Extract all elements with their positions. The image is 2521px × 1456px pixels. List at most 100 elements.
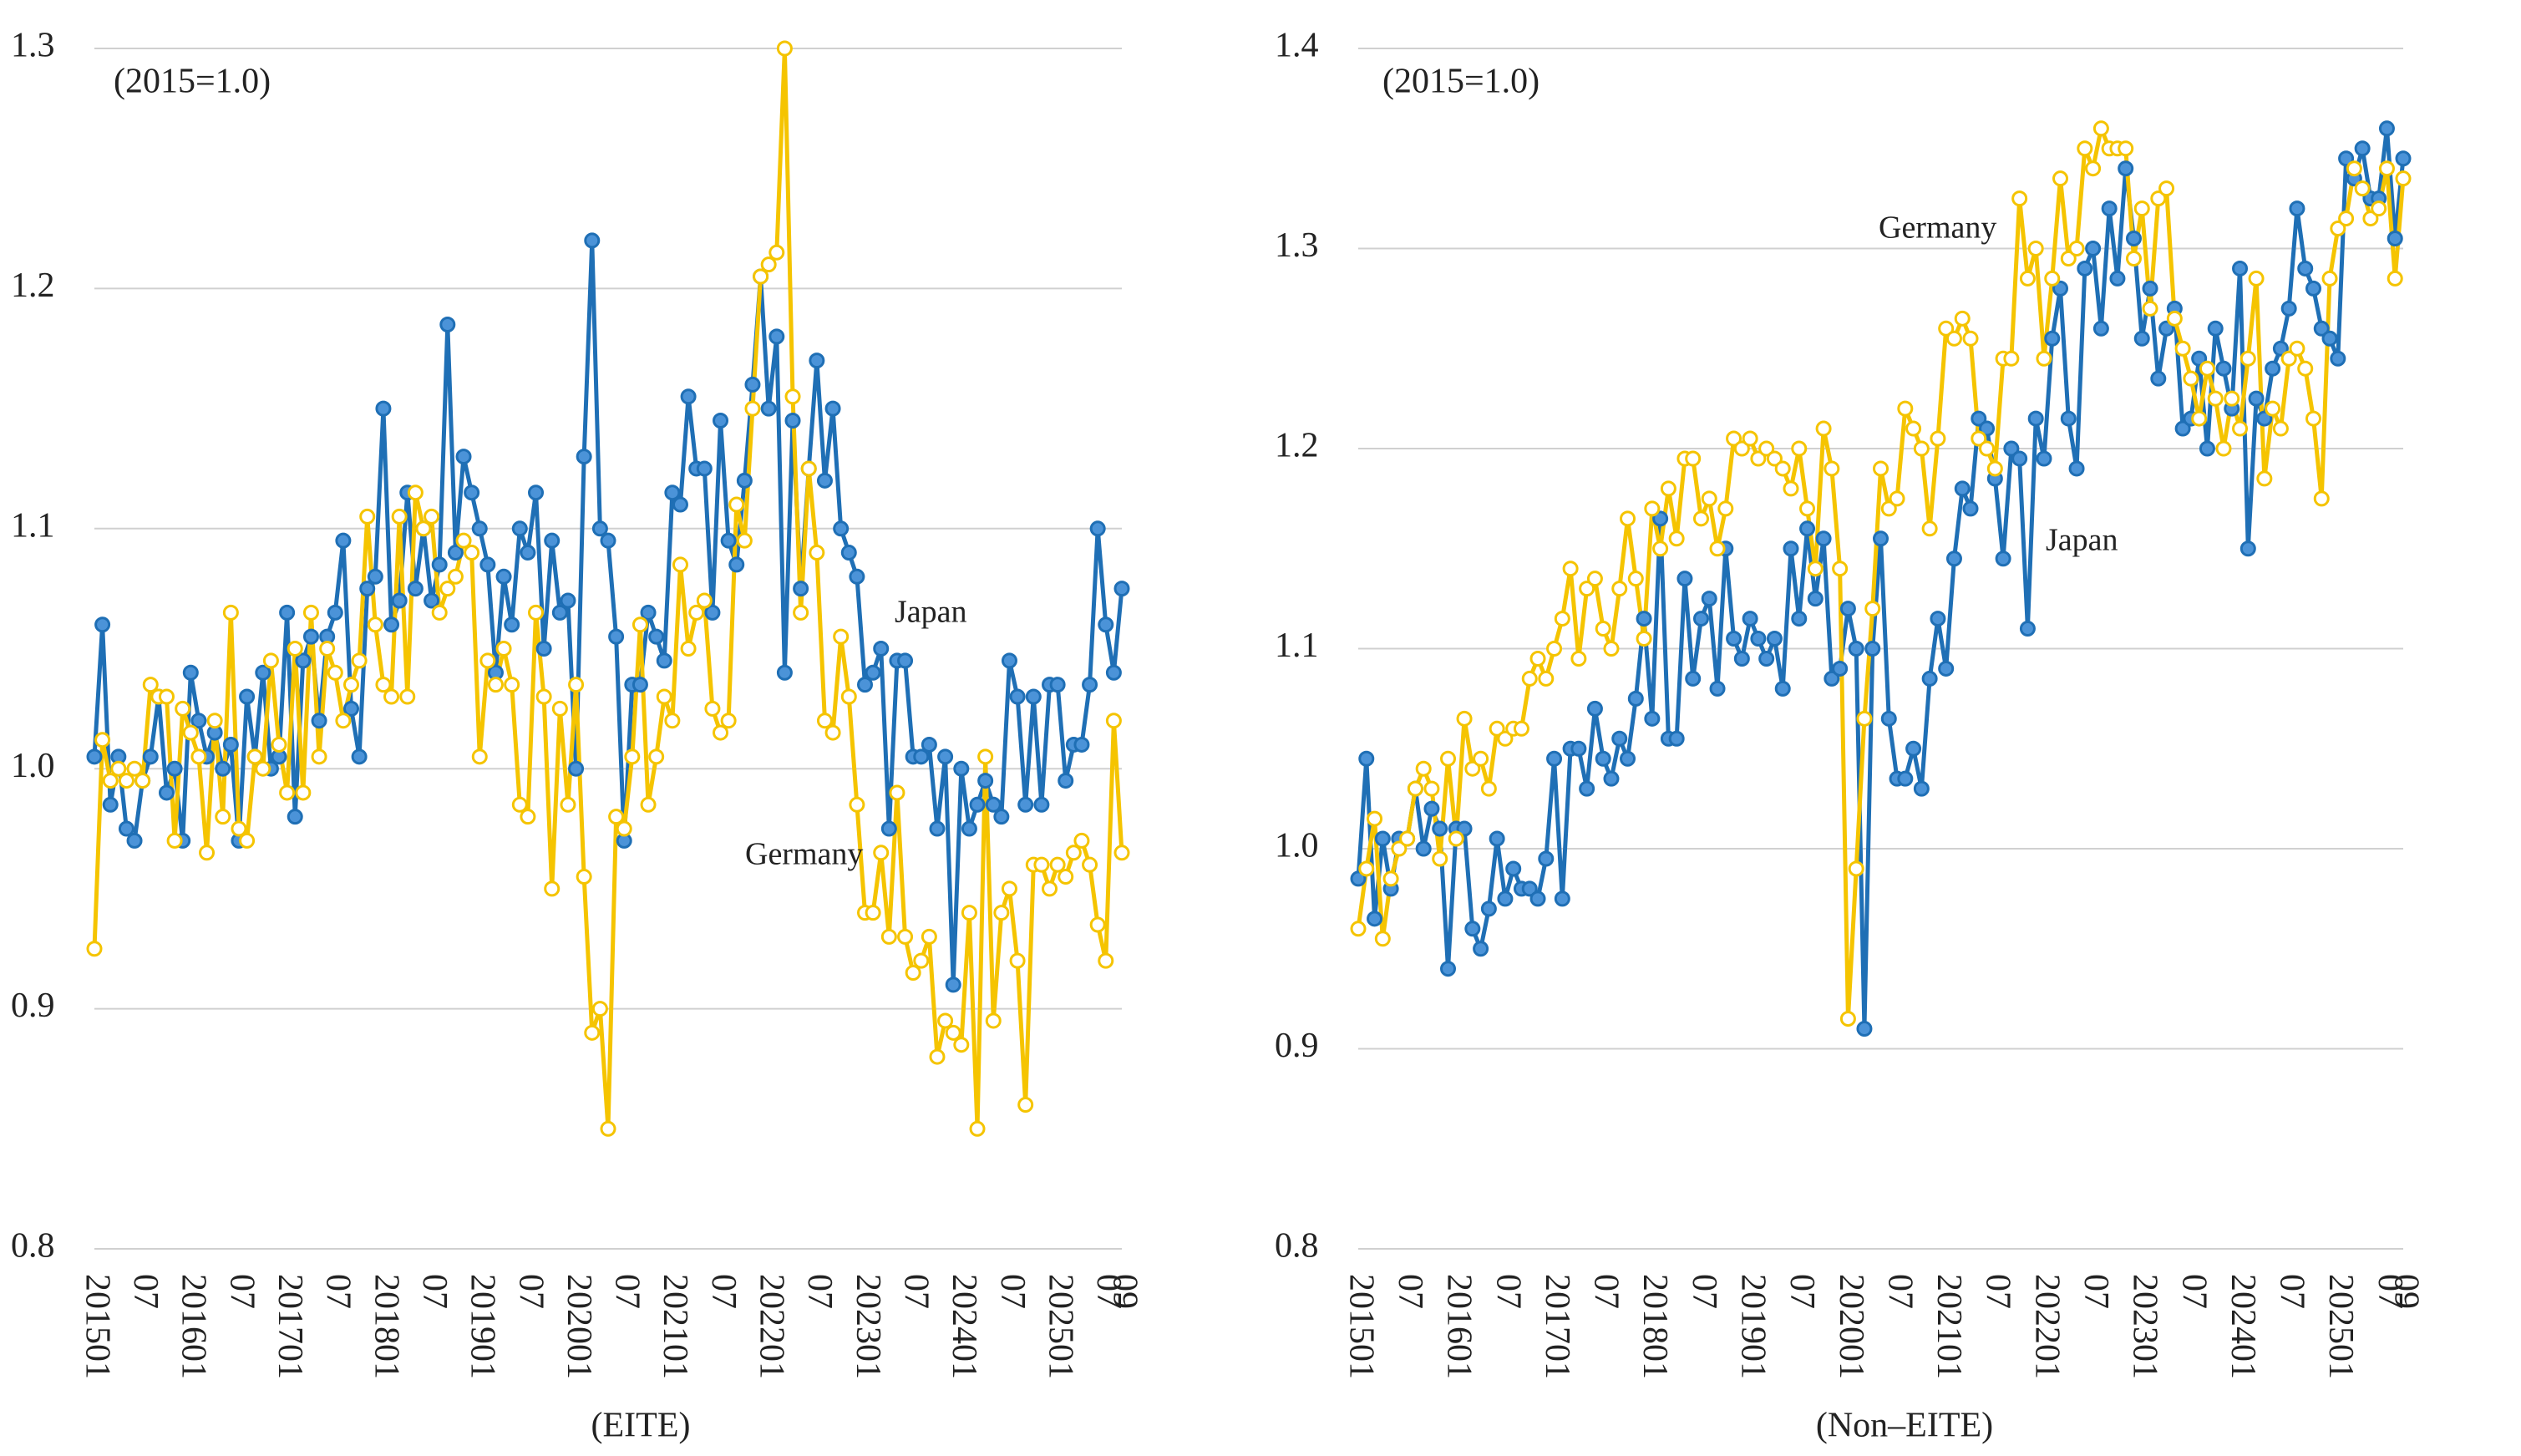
data-point (2052, 280, 2069, 297)
data-point (2378, 120, 2395, 137)
data-point (961, 905, 977, 921)
x-tick-label: 07 (2273, 1274, 2311, 1309)
data-point (102, 796, 119, 813)
x-tick-label: 07 (1489, 1274, 1527, 1309)
data-point (953, 760, 970, 777)
data-point (2313, 490, 2330, 507)
data-point (713, 724, 729, 741)
data-point (215, 809, 231, 825)
data-point (1832, 660, 1849, 677)
data-point (1464, 921, 1481, 937)
data-point (1945, 550, 1962, 567)
data-point (2265, 400, 2281, 417)
data-point (865, 664, 881, 681)
data-point (2395, 170, 2412, 187)
data-point (1766, 450, 1783, 467)
data-point (2387, 270, 2403, 287)
data-point (118, 820, 134, 837)
data-point (2395, 150, 2412, 167)
data-point (1971, 430, 1987, 447)
data-point (1521, 670, 1538, 687)
data-point (375, 677, 392, 693)
data-point (1742, 611, 1758, 627)
data-point (2199, 440, 2215, 457)
data-point (921, 928, 937, 945)
data-point (1058, 869, 1074, 885)
data-point (728, 556, 745, 573)
data-point (158, 784, 175, 801)
x-tick-label: 201601 (1440, 1274, 1479, 1379)
data-point (656, 652, 672, 669)
data-point (760, 400, 777, 417)
x-tick-label: 07 (1979, 1274, 2017, 1309)
data-point (1897, 770, 1914, 787)
data-point (1750, 631, 1767, 647)
data-point (1938, 320, 1955, 337)
data-point (1709, 540, 1726, 557)
data-point (913, 952, 930, 969)
data-point (2330, 350, 2346, 367)
data-point (327, 664, 343, 681)
data-point (1480, 780, 1497, 797)
data-point (793, 604, 809, 621)
data-point (383, 616, 400, 633)
data-point (222, 736, 239, 753)
data-point (2150, 370, 2167, 387)
data-point (1726, 631, 1742, 647)
data-point (1733, 440, 1750, 457)
data-point (2191, 410, 2208, 427)
data-point (1595, 750, 1611, 767)
data-point (680, 388, 697, 405)
data-point (255, 664, 271, 681)
data-point (1848, 641, 1864, 657)
data-point (1529, 650, 1546, 667)
data-point (1489, 720, 1505, 737)
data-point (2166, 310, 2183, 327)
data-point (495, 568, 512, 585)
x-axis-title: (Non–EITE) (1816, 1407, 1993, 1445)
data-point (704, 700, 721, 717)
x-tick-label: 202201 (753, 1274, 791, 1379)
x-tick-label: 202001 (560, 1274, 598, 1379)
data-point (905, 964, 921, 981)
data-point (2174, 420, 2191, 437)
data-point (1660, 480, 1676, 497)
data-point (215, 760, 231, 777)
series-label: Japan (895, 595, 967, 630)
data-point (2085, 241, 2102, 256)
data-point (2232, 260, 2249, 276)
x-tick-label: 07 (126, 1274, 165, 1309)
data-point (2371, 200, 2387, 217)
data-point (1889, 490, 1905, 507)
data-point (311, 713, 327, 729)
data-point (880, 820, 897, 837)
data-point (2305, 280, 2321, 297)
data-point (2321, 330, 2338, 347)
data-point (94, 616, 111, 633)
data-point (800, 460, 817, 477)
x-tick-label: 07 (993, 1274, 1032, 1309)
x-tick-label: 201801 (1636, 1274, 1674, 1379)
data-point (1017, 796, 1034, 813)
data-point (1668, 530, 1685, 547)
data-point (2362, 211, 2379, 227)
data-point (1489, 830, 1505, 847)
data-point (1374, 830, 1391, 847)
data-point (929, 1048, 946, 1065)
data-point (335, 532, 352, 549)
x-tick-label: 07 (415, 1274, 454, 1309)
data-point (913, 748, 930, 765)
data-point (568, 677, 585, 693)
data-point (2060, 410, 2077, 427)
data-point (720, 713, 737, 729)
data-point (2125, 250, 2142, 266)
data-point (166, 760, 183, 777)
x-tick-label: 201901 (464, 1274, 502, 1379)
data-point (744, 376, 761, 393)
data-point (343, 677, 359, 693)
data-point (2101, 200, 2118, 217)
data-point (591, 1001, 608, 1017)
data-point (696, 460, 713, 477)
x-tick-label: 202001 (1832, 1274, 1870, 1379)
data-point (1726, 430, 1742, 447)
